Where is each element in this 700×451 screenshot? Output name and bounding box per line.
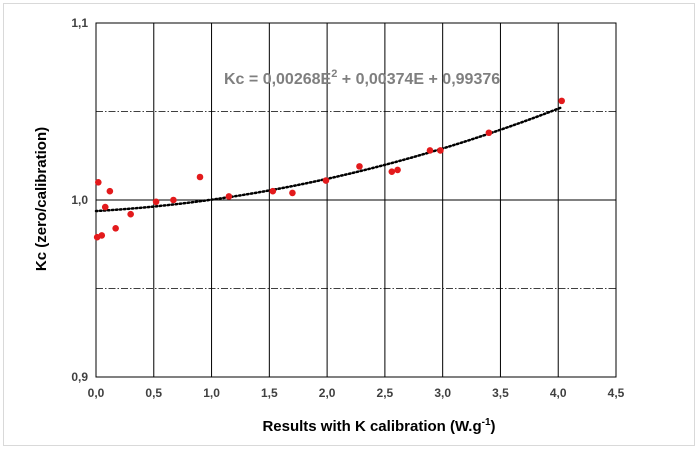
equation-superscript: 2 [331,68,337,80]
data-point [101,203,109,211]
data-point [394,166,401,174]
plot-area-border [95,22,617,378]
x-axis-title-superscript: -1 [482,417,491,428]
data-point [225,193,233,200]
x-tick-label: 3,0 [434,386,451,400]
y-tick-labels: 0,9 1,0 1,1 [71,16,88,384]
y-axis-title: Kc (zero/calibration) [33,127,50,271]
data-point [269,187,277,195]
data-point [356,163,363,170]
x-tick-label: 4,5 [608,386,625,400]
data-point [127,210,134,218]
x-tick-label: 1,5 [261,386,278,400]
x-axis-title: Results with K calibration (W.g-1) [262,417,495,435]
x-tick-label: 4,0 [550,386,567,400]
data-point [289,189,296,197]
y-tick-label: 1,1 [71,16,88,30]
data-point [112,225,119,232]
data-point [196,173,204,181]
x-axis-title-main: Results with K calibration (W.g [262,418,481,435]
x-tick-label: 3,5 [492,386,509,400]
data-point [152,198,160,206]
x-tick-label: 2,5 [377,386,394,400]
data-points [93,97,565,241]
trendline-equation: Kc = 0,00268E2 + 0,00374E + 0,99376 [224,68,500,88]
y-tick-label: 0,9 [71,370,88,384]
equation-rest: + 0,00374E + 0,99376 [337,71,500,88]
y-tick-label: 1,0 [71,193,88,207]
equation-main: Kc = 0,00268E [224,71,332,88]
x-axis-title-suffix: ) [491,418,496,435]
reference-lines [96,111,616,289]
data-point [106,187,114,195]
data-point [558,97,565,105]
x-tick-labels: 0,0 0,5 1,0 1,5 2,0 2,5 3,0 3,5 4,0 4,5 [88,386,625,400]
data-point [485,129,493,137]
trendline [94,106,563,213]
x-tick-label: 1,0 [203,386,220,400]
scatter-chart: 0,0 0,5 1,0 1,5 2,0 2,5 3,0 3,5 4,0 4,5 0,9 1,0 1,1… [33,16,625,435]
data-point [437,147,444,154]
chart-frame: 0,0 0,5 1,0 1,5 2,0 2,5 3,0 3,5 4,0 4,5 0,9 1,0 1,1… [3,3,695,446]
data-point [170,196,177,204]
data-point [388,168,396,175]
x-tick-label: 0,5 [145,386,162,400]
data-point [322,177,330,184]
data-point [95,179,102,186]
x-tick-label: 2,0 [319,386,336,400]
x-tick-label: 0,0 [88,386,105,400]
data-point [426,147,434,154]
data-point [98,232,106,239]
